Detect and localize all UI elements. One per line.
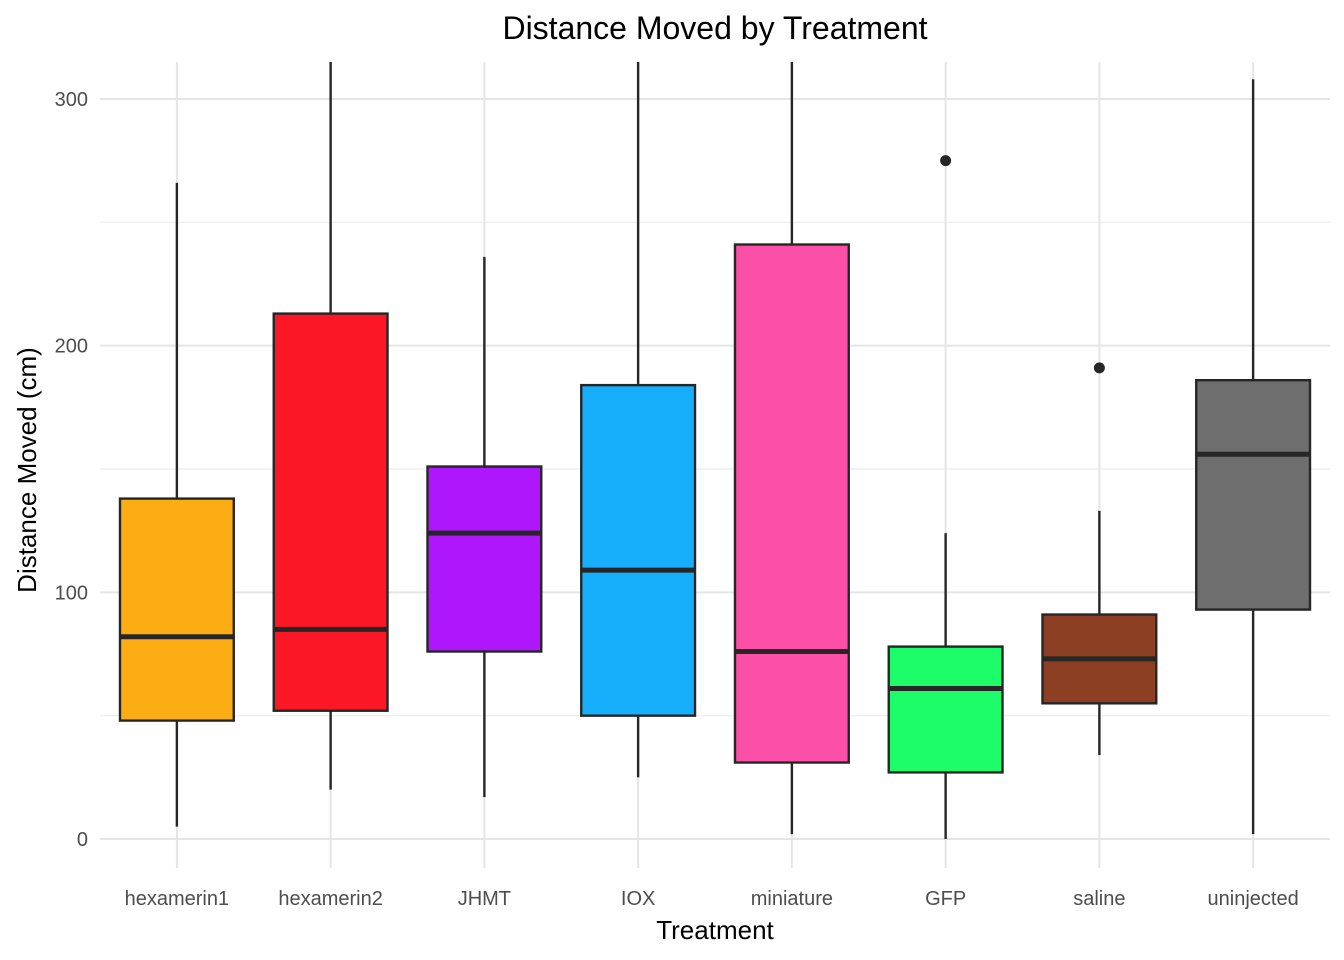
x-tick-label: hexamerin1 <box>125 888 230 910</box>
x-tick-label: hexamerin2 <box>278 888 383 910</box>
x-tick-label: miniature <box>751 888 833 910</box>
box-body <box>118 497 235 722</box>
box-miniature <box>733 62 850 835</box>
box-body <box>426 465 543 653</box>
box-uninjected <box>1195 79 1312 835</box>
outlier-point <box>1093 362 1105 374</box>
x-tick-label: GFP <box>925 888 966 910</box>
box-series <box>118 62 1312 839</box>
y-tick-label: 0 <box>77 829 88 851</box>
x-tick-label: IOX <box>621 888 655 910</box>
box-body <box>272 312 389 712</box>
box-JHMT <box>426 256 543 798</box>
x-tick-label: JHMT <box>458 888 511 910</box>
outlier-point <box>940 155 952 167</box>
y-tick-label: 300 <box>55 89 88 111</box>
x-tick-label: saline <box>1073 888 1125 910</box>
axis-ticks: 0 100 200 300 hexamerin1 hexamerin2 JHMT IOX min… <box>55 89 1299 910</box>
box-hexamerin1 <box>118 182 235 827</box>
x-axis-label: Treatment <box>656 915 774 945</box>
x-tick-label: uninjected <box>1208 888 1299 910</box>
box-body <box>733 243 850 764</box>
box-body <box>1195 378 1312 611</box>
y-tick-label: 200 <box>55 336 88 358</box>
y-axis-label: Distance Moved (cm) <box>12 347 42 593</box>
box-IOX <box>580 62 697 778</box>
box-body <box>580 383 697 717</box>
chart-title: Distance Moved by Treatment <box>502 10 927 46</box>
box-hexamerin2 <box>272 62 389 790</box>
box-GFP <box>887 155 1004 839</box>
box-body <box>887 645 1004 774</box>
box-saline <box>1041 362 1158 756</box>
y-tick-label: 100 <box>55 582 88 604</box>
